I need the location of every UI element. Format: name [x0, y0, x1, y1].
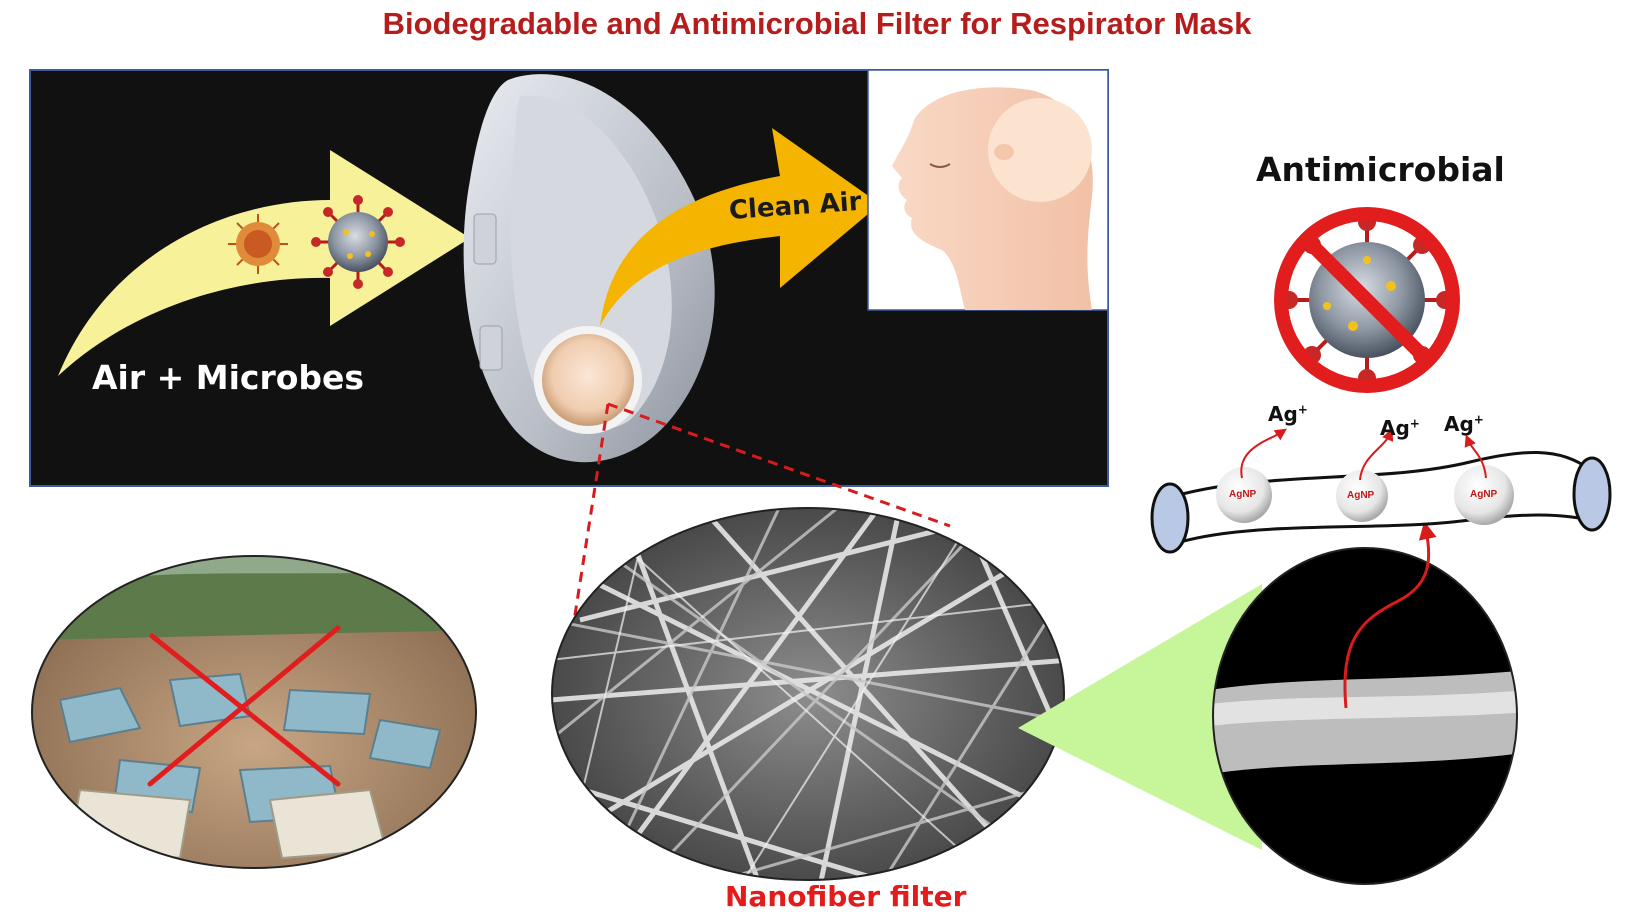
fiber-zoom-border: [1212, 547, 1518, 885]
zoom-cone: [1018, 584, 1262, 850]
virus-icon-large: [311, 195, 405, 289]
human-head-icon: [892, 87, 1093, 310]
ag-ion-label: Ag+: [1444, 412, 1484, 436]
prohibition-icon: [1274, 207, 1460, 393]
ag-ion-charge: +: [1409, 416, 1420, 431]
antimicrobial-label: Antimicrobial: [1256, 150, 1505, 189]
nanofiber-sem-image: [552, 508, 1064, 880]
ag-ion-label: Ag+: [1380, 416, 1420, 440]
ag-ion-charge: +: [1297, 402, 1308, 417]
ag-ion-release-arrows: [1240, 428, 1487, 481]
silver-nanoparticle-icon: [1216, 465, 1514, 525]
virus-icon-small: [228, 214, 288, 274]
nanofiber-filter-label: Nanofiber filter: [725, 880, 967, 913]
single-fiber-zoom: [1213, 548, 1517, 884]
agnp-label: AgNP: [1347, 490, 1375, 501]
ag-ion-text: Ag: [1380, 416, 1410, 440]
agnp-label: AgNP: [1229, 489, 1257, 500]
ag-ion-text: Ag: [1444, 412, 1474, 436]
air-microbes-label: Air + Microbes: [92, 358, 365, 397]
mask-filter-disc: [534, 326, 642, 434]
sem-image-border: [551, 507, 1065, 881]
agnp-label: AgNP: [1470, 489, 1498, 500]
ag-ion-label: Ag+: [1268, 402, 1308, 426]
ag-ion-charge: +: [1473, 412, 1484, 427]
beach-photo-border: [31, 555, 477, 869]
fiber-to-tube-arrow: [1343, 521, 1437, 709]
cross-mark-icon: [147, 625, 341, 787]
ag-ion-text: Ag: [1268, 402, 1298, 426]
clean-air-arrow: [600, 128, 880, 326]
page-title: Biodegradable and Antimicrobial Filter f…: [382, 6, 1252, 41]
zoom-dashed-lines: [570, 402, 951, 635]
